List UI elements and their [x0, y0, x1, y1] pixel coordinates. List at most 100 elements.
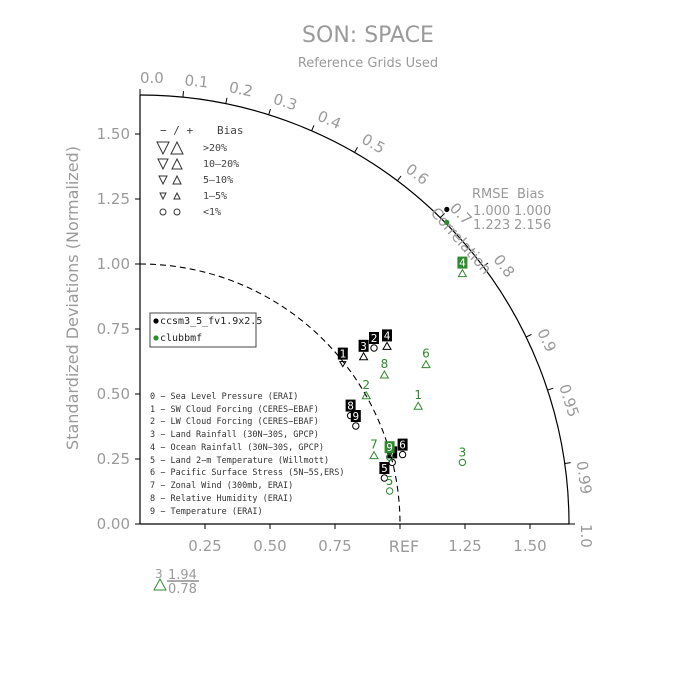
x-tick-label: 1.50 — [513, 537, 546, 555]
y-tick-label: 0.50 — [97, 385, 130, 403]
y-tick-label: 1.00 — [97, 255, 130, 273]
rmse-bias-table: RMSE Bias 1.000 1.000 1.223 2.156 — [472, 187, 551, 233]
data-point-marker — [338, 361, 347, 368]
model-legend: ccsm3_5_fv1.9x2.5 clubbmf — [149, 312, 262, 348]
data-label: 9 — [352, 410, 359, 423]
corr-tick-label: 0.95 — [555, 382, 583, 419]
data-label-box — [457, 256, 468, 269]
data-label: 2 — [362, 378, 370, 392]
corr-tick-label: 0.6 — [402, 160, 432, 189]
corr-tick-label: 1.0 — [577, 524, 595, 548]
bias-legend-bias-header: Bias — [217, 124, 244, 137]
data-label: 3 — [360, 340, 367, 353]
bias-legend-tri-up — [173, 191, 181, 200]
bias-legend-tri-up — [171, 157, 183, 170]
model-legend-label: clubbmf — [160, 333, 202, 344]
bias-legend-sign-header: − / + — [160, 124, 193, 137]
variable-item: 8 − Relative Humidity (ERAI) — [150, 494, 293, 504]
x-tick-label: 0.25 — [188, 537, 221, 555]
data-label: 5 — [381, 462, 388, 475]
data-label-box — [382, 329, 392, 342]
variable-item: 4 − Ocean Rainfall (30N−30S, GPCP) — [150, 443, 324, 453]
data-point-marker — [385, 453, 394, 461]
variable-item: 3 − Land Rainfall (30N−30S, GPCP) — [150, 430, 319, 440]
data-point-marker — [398, 450, 407, 459]
bias-legend-row-label: <1% — [203, 207, 221, 218]
x-tick-label: 1.25 — [448, 537, 481, 555]
data-point-marker — [358, 351, 369, 361]
footnote-marker-label: 3 — [155, 567, 163, 581]
data-label: 1 — [414, 388, 422, 402]
data-label-box — [384, 441, 395, 454]
bias-header: Bias — [517, 187, 544, 202]
corr-tick — [225, 97, 228, 104]
data-label: 4 — [459, 257, 466, 270]
corr-tick — [268, 108, 271, 115]
footnote-triangle — [153, 577, 167, 591]
variable-item: 2 − LW Cloud Forcing (CERES−EBAF) — [150, 417, 319, 427]
y-tick-label: 0.25 — [97, 450, 130, 468]
corr-tick-label: 0.1 — [184, 71, 210, 91]
x-tick-label: 0.75 — [318, 537, 351, 555]
model-legend-marker — [153, 335, 159, 341]
bias-legend-tri-down — [158, 175, 168, 186]
corr-tick-label: 0.4 — [315, 107, 344, 133]
rmse-value: 1.223 — [473, 218, 510, 233]
corr-tick — [525, 333, 532, 338]
corr-tick — [482, 262, 489, 268]
bias-legend-circle — [173, 208, 181, 216]
corr-tick — [439, 212, 445, 218]
y-tick-label: 0.75 — [97, 320, 130, 338]
variable-item: 9 − Temperature (ERAI) — [150, 507, 263, 517]
data-label: 5 — [386, 474, 394, 488]
y-tick-label: 1.50 — [97, 125, 130, 143]
data-point-marker — [380, 474, 389, 482]
footnote: 3 1.94 0.78 — [153, 567, 199, 597]
reference-arc — [139, 263, 401, 525]
rmse-value: 1.000 — [473, 204, 510, 219]
data-label: 1 — [339, 348, 346, 361]
data-label-box — [379, 462, 390, 474]
corr-tick-label: 0.5 — [359, 130, 389, 158]
variable-item: 1 − SW Cloud Forcing (CERES−EBAF) — [150, 405, 319, 415]
data-label: 8 — [381, 357, 389, 371]
x-tick-label: 0.50 — [253, 537, 286, 555]
data-point-marker — [458, 458, 467, 467]
variable-item: 7 − Zonal Wind (300mb, ERAI) — [150, 481, 293, 491]
model-legend-label: ccsm3_5_fv1.9x2.5 — [160, 316, 262, 327]
data-point-dot — [444, 206, 450, 212]
corr-tick — [564, 462, 571, 464]
variable-item: 6 − Pacific Surface Stress (5N−5S,ERS) — [150, 468, 344, 478]
model-legend-box — [149, 312, 257, 348]
data-point-marker — [385, 487, 394, 495]
variable-item: 5 − Land 2−m Temperature (Willmott) — [150, 456, 329, 466]
corr-tick — [396, 175, 402, 182]
data-point-marker — [382, 341, 392, 350]
ref-label: REF — [389, 537, 419, 556]
data-label-box — [350, 410, 361, 422]
data-label: 2 — [371, 332, 378, 345]
bias-legend-tri-down — [159, 192, 167, 201]
data-point-marker — [361, 390, 372, 400]
bias-value: 2.156 — [514, 218, 551, 233]
data-point-marker — [413, 401, 424, 410]
bias-legend-tri-up — [172, 174, 182, 185]
bias-legend-tri-down — [157, 158, 169, 171]
corr-tick-label: 0.3 — [271, 90, 299, 114]
data-point-marker — [457, 268, 468, 278]
data-label: 8 — [347, 400, 354, 413]
chart-title: SON: SPACE — [302, 23, 434, 48]
y-tick-label: 0.00 — [97, 515, 130, 533]
model-legend-marker — [153, 318, 159, 324]
data-point-marker — [370, 344, 378, 352]
data-point-dot — [444, 219, 450, 225]
marks-layer: 112233445566778899 — [156, 140, 468, 495]
bias-legend-circle — [159, 208, 167, 216]
data-label: 6 — [422, 347, 430, 361]
data-label: 3 — [459, 445, 467, 459]
outer-arc — [139, 94, 570, 525]
corr-tick-label: 0.99 — [573, 460, 596, 496]
footnote-bottom-value: 0.78 — [168, 582, 197, 597]
data-point-marker — [421, 359, 431, 369]
